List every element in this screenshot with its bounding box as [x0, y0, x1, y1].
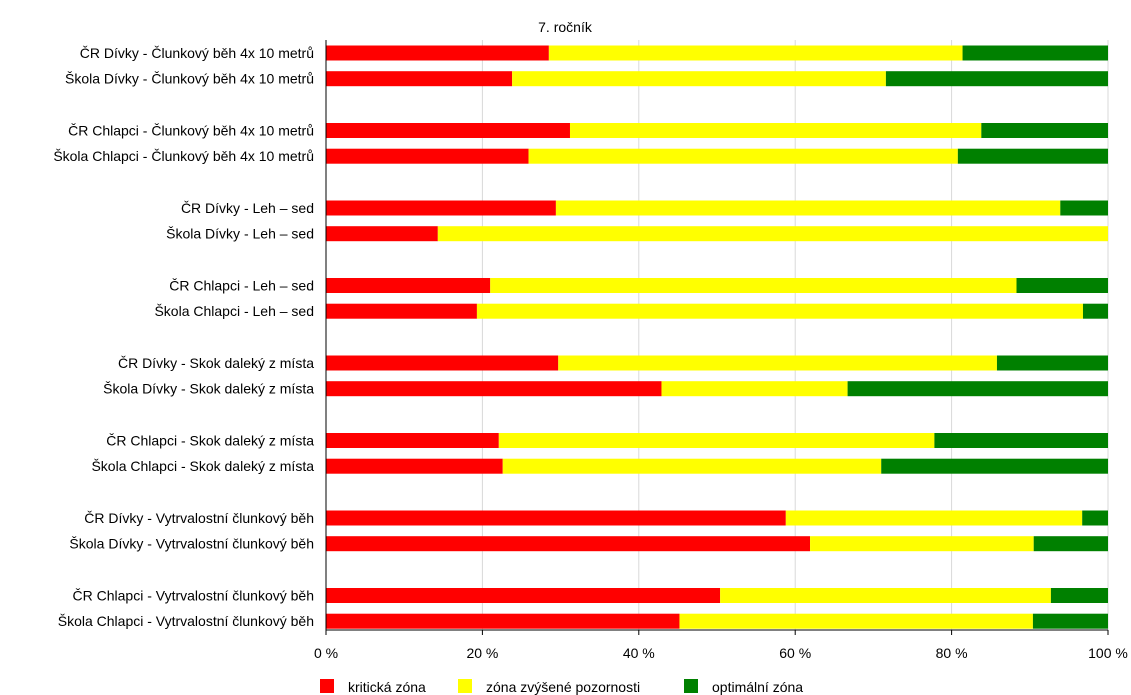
- bar-segment: [528, 148, 958, 164]
- legend-swatch: [458, 679, 472, 693]
- bar-segment: [326, 123, 570, 138]
- bar-segment: [847, 381, 1108, 397]
- bar-segment: [934, 433, 1108, 448]
- bar-segment: [326, 588, 721, 603]
- bar-segment: [326, 303, 477, 319]
- bar-segment: [326, 510, 786, 526]
- category-label: ČR Chlapci - Vytrvalostní člunkový běh: [73, 588, 314, 604]
- category-label: Škola Dívky - Člunkový běh 4x 10 metrů: [65, 71, 314, 87]
- bar-segment: [1060, 200, 1108, 216]
- chart-title: 7. ročník: [538, 19, 593, 35]
- legend-swatch: [684, 679, 698, 693]
- bar-segment: [548, 45, 963, 61]
- bar-segment: [1082, 303, 1108, 319]
- bar-segment: [498, 433, 935, 448]
- bar-segment: [326, 381, 662, 397]
- bar-segment: [326, 536, 811, 552]
- category-label: Škola Chlapci - Člunkový běh 4x 10 metrů: [53, 148, 314, 164]
- x-tick-label: 0 %: [314, 645, 338, 661]
- x-tick-label: 60 %: [779, 645, 811, 661]
- x-axis: 0 % 20 % 40 % 60 % 80 % 100 %: [314, 40, 1128, 661]
- category-label: Škola Chlapci - Vytrvalostní člunkový bě…: [58, 613, 314, 629]
- category-label: ČR Dívky - Skok daleký z místa: [118, 355, 314, 371]
- bar-segment: [326, 458, 503, 474]
- legend-label: kritická zóna: [348, 679, 426, 695]
- category-label: Škola Dívky - Leh – sed: [166, 226, 314, 242]
- legend-label: zóna zvýšené pozornosti: [486, 679, 640, 695]
- category-label: Škola Chlapci - Leh – sed: [154, 303, 314, 319]
- bar-segment: [661, 381, 848, 397]
- category-label: Škola Chlapci - Skok daleký z místa: [91, 458, 314, 474]
- bar-segment: [962, 45, 1108, 61]
- bar-segment: [1050, 588, 1108, 603]
- category-label: ČR Dívky - Člunkový běh 4x 10 metrů: [80, 45, 314, 61]
- bar-segment: [490, 278, 1017, 293]
- bar-segment: [326, 355, 559, 371]
- bar-segment: [981, 123, 1108, 138]
- category-label: ČR Chlapci - Člunkový běh 4x 10 metrů: [68, 123, 314, 139]
- category-label: Škola Dívky - Vytrvalostní člunkový běh: [69, 536, 314, 552]
- bar-segment: [558, 355, 997, 371]
- bar-segment: [885, 71, 1108, 87]
- category-label: Škola Dívky - Skok daleký z místa: [103, 381, 314, 397]
- bar-segment: [437, 226, 1108, 242]
- bar-segment: [326, 613, 680, 629]
- bar-segment: [810, 536, 1034, 552]
- bar-segment: [326, 148, 529, 164]
- bar-segment: [326, 45, 549, 61]
- x-tick-label: 40 %: [623, 645, 655, 661]
- x-tick-label: 100 %: [1088, 645, 1128, 661]
- bar-segment: [1082, 510, 1108, 526]
- bar-segment: [957, 148, 1108, 164]
- bar-segment: [1016, 278, 1108, 293]
- bar-segment: [476, 303, 1083, 319]
- bar-segment: [502, 458, 882, 474]
- bar-segment: [785, 510, 1083, 526]
- bar-segment: [326, 71, 513, 87]
- bar-segment: [1032, 613, 1108, 629]
- bar-segment: [569, 123, 982, 138]
- bar-segment: [326, 200, 556, 216]
- bar-segment: [326, 226, 438, 242]
- bar-segment: [679, 613, 1033, 629]
- category-label: ČR Dívky - Vytrvalostní člunkový běh: [84, 510, 314, 526]
- bar-segment: [1033, 536, 1108, 552]
- category-label: ČR Dívky - Leh – sed: [181, 200, 314, 216]
- legend-swatch: [320, 679, 334, 693]
- bar-segment: [555, 200, 1061, 216]
- category-label: ČR Chlapci - Skok daleký z místa: [106, 433, 314, 449]
- legend-label: optimální zóna: [712, 679, 803, 695]
- bar-segment: [326, 278, 491, 293]
- bar-segment: [720, 588, 1051, 603]
- bar-segment: [512, 71, 886, 87]
- grid-layer: [481, 40, 1109, 630]
- legend: kritická zóna zóna zvýšené pozornosti opti…: [320, 679, 803, 695]
- category-label: ČR Chlapci - Leh – sed: [169, 278, 314, 294]
- x-tick-label: 20 %: [466, 645, 498, 661]
- category-labels: ČR Dívky - Člunkový běh 4x 10 metrů Škola…: [53, 45, 314, 629]
- bars-layer: [326, 45, 1108, 629]
- bar-segment: [881, 458, 1108, 474]
- bar-segment: [326, 433, 499, 448]
- x-tick-label: 80 %: [936, 645, 968, 661]
- bar-segment: [996, 355, 1108, 371]
